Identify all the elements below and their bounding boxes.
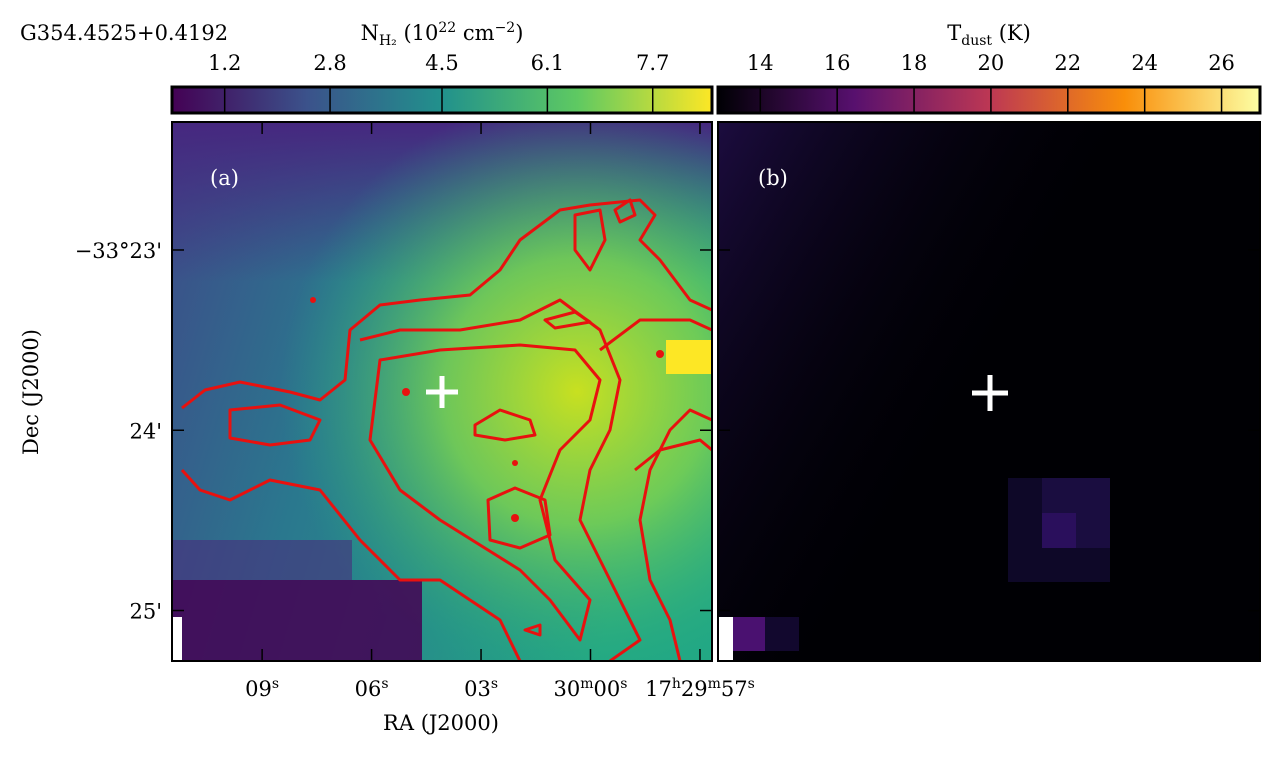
y-tick-label: −33°23' xyxy=(75,239,162,263)
x-tick-label-part: 03 xyxy=(464,677,491,701)
colorbar-label-part: dust xyxy=(961,33,992,49)
figure-title: G354.4525+0.4192 xyxy=(20,21,228,45)
y-tick-label: 25' xyxy=(130,600,163,624)
colorbar-tick-label: 16 xyxy=(824,51,851,75)
panel-label: (b) xyxy=(758,166,788,190)
colorbar-tick-label: 22 xyxy=(1054,51,1081,75)
colorbar-tick-label: 24 xyxy=(1131,51,1158,75)
colorbar-tick-label: 7.7 xyxy=(636,51,669,75)
colorbar-label-part: (K) xyxy=(992,21,1031,45)
colorbar-tick-label: 20 xyxy=(978,51,1005,75)
colorbar-tick-label: 1.2 xyxy=(208,51,241,75)
colorbar-label-part: cm xyxy=(456,21,494,45)
x-tick-label: 06s xyxy=(355,676,389,701)
colorbar-label-part: H₂ xyxy=(379,33,397,49)
x-tick-label: 17h29m57s xyxy=(645,676,755,701)
colorbar-label: Tdust (K) xyxy=(947,21,1031,49)
x-tick-label-part: 29 xyxy=(681,677,708,701)
column-density-map xyxy=(172,122,712,661)
x-tick-label: 09s xyxy=(245,676,279,701)
colorbar-tick-label: 18 xyxy=(901,51,928,75)
x-tick-label-part: s xyxy=(491,676,498,692)
x-tick-label-part: 09 xyxy=(245,677,272,701)
x-tick-label-part: 17 xyxy=(645,677,672,701)
x-tick-label-part: 06 xyxy=(355,677,382,701)
x-tick-label-part: h xyxy=(672,676,681,692)
y-axis-label: Dec (J2000) xyxy=(19,329,43,455)
x-tick-label-part: s xyxy=(381,676,388,692)
colorbar-label-part: −2 xyxy=(495,20,516,36)
panel-label: (a) xyxy=(210,166,239,190)
x-tick-label: 30m00s xyxy=(554,676,628,701)
colorbar-tick-label: 26 xyxy=(1208,51,1235,75)
y-tick-label: 24' xyxy=(130,419,163,443)
colorbar-label-part: (10 xyxy=(397,21,439,45)
x-tick-label: 03s xyxy=(464,676,498,701)
colorbar-label-part: ) xyxy=(515,21,523,45)
x-tick-label-part: s xyxy=(272,676,279,692)
colorbar xyxy=(716,85,1262,115)
x-tick-label-part: m xyxy=(708,676,721,692)
colorbar-label-part: 22 xyxy=(438,20,456,36)
colorbar-tick-label: 14 xyxy=(747,51,774,75)
colorbar-tick-label: 2.8 xyxy=(313,51,346,75)
colorbar-label: NH₂ (1022 cm−2) xyxy=(361,20,524,49)
x-tick-label-part: s xyxy=(748,676,755,692)
source-marker xyxy=(972,375,1008,411)
colorbar-tick-label: 4.5 xyxy=(425,51,458,75)
panel-frame xyxy=(717,121,1261,662)
colorbar-label-part: T xyxy=(947,21,961,45)
colorbar-label-part: N xyxy=(361,21,379,45)
panel-frame xyxy=(171,121,713,662)
colorbar-tick-label: 6.1 xyxy=(531,51,564,75)
x-tick-label-part: 00 xyxy=(594,677,621,701)
source-marker xyxy=(426,376,458,408)
x-tick-label-part: 30 xyxy=(554,677,581,701)
x-tick-label-part: 57 xyxy=(721,677,748,701)
x-tick-label-part: m xyxy=(580,676,593,692)
x-tick-label-part: s xyxy=(620,676,627,692)
x-axis-label: RA (J2000) xyxy=(383,711,499,735)
